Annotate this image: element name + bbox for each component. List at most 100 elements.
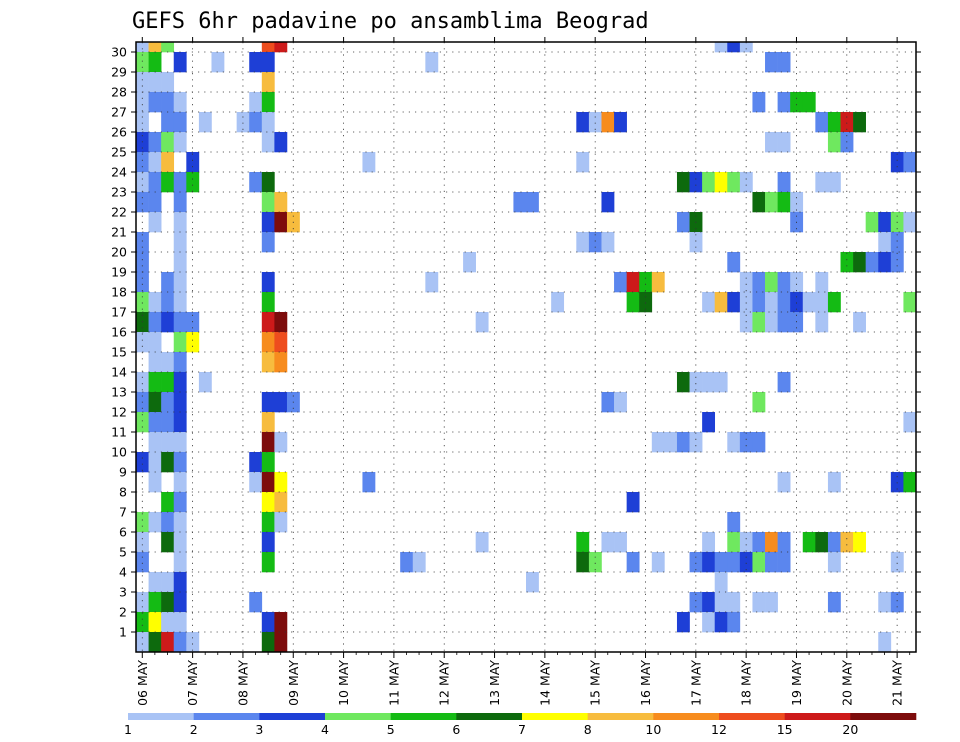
heatmap-cell <box>727 42 741 53</box>
heatmap-cell <box>136 552 149 573</box>
heatmap-cell <box>136 452 149 473</box>
heatmap-cell <box>161 292 175 313</box>
heatmap-cell <box>664 432 678 453</box>
heatmap-cell <box>853 252 866 273</box>
heatmap-cell <box>790 272 804 293</box>
y-tick-label: 23 <box>111 185 127 200</box>
heatmap-cell <box>702 532 716 553</box>
heatmap-cell <box>400 552 414 573</box>
heatmap-cell <box>249 452 263 473</box>
x-tick-label: 07 MAY <box>185 660 200 706</box>
heatmap-cell <box>148 332 162 353</box>
heatmap-cell <box>274 332 288 353</box>
heatmap-cell <box>148 352 162 373</box>
x-tick-label: 10 MAY <box>336 660 351 706</box>
heatmap-cell <box>727 432 741 453</box>
heatmap-cell <box>802 92 816 113</box>
heatmap-cell <box>752 552 766 573</box>
heatmap-cell <box>261 292 275 313</box>
y-tick-label: 25 <box>111 145 127 160</box>
heatmap-cell <box>689 172 703 193</box>
heatmap-cell <box>274 492 288 513</box>
heatmap-cell <box>702 292 716 313</box>
heatmap-cell <box>136 92 149 113</box>
heatmap-cell <box>173 272 187 293</box>
heatmap-cell <box>576 112 590 133</box>
colorbar-segment <box>850 713 917 720</box>
heatmap-cell <box>161 612 175 633</box>
heatmap-cell <box>161 412 175 433</box>
heatmap-cell <box>815 312 829 333</box>
heatmap-cell <box>161 172 175 193</box>
heatmap-cell <box>249 92 263 113</box>
y-axis: 1234567891011121314151617181920212223242… <box>111 45 921 640</box>
heatmap-cell <box>173 472 187 493</box>
heatmap-cell <box>739 172 753 193</box>
heatmap-cell <box>890 152 904 173</box>
heatmap-cell <box>752 392 766 413</box>
heatmap-cell <box>136 52 149 73</box>
colorbar-segment <box>587 713 654 720</box>
heatmap-cell <box>211 52 225 73</box>
heatmap-cell <box>173 612 187 633</box>
y-tick-label: 8 <box>119 485 127 500</box>
colorbar-segment <box>784 713 851 720</box>
heatmap-cell <box>752 532 766 553</box>
heatmap-cell <box>186 332 200 353</box>
heatmap-cell <box>261 132 275 153</box>
heatmap-cell <box>827 292 841 313</box>
heatmap-cell <box>148 512 162 533</box>
heatmap-cell <box>752 432 766 453</box>
heatmap-cell <box>714 372 728 393</box>
heatmap-cell <box>777 192 791 213</box>
heatmap-cell <box>274 42 288 53</box>
heatmap-cell <box>261 212 275 233</box>
heatmap-cell <box>739 272 753 293</box>
heatmap-cell <box>274 312 288 333</box>
colorbar-label: 12 <box>711 722 727 737</box>
heatmap-cell <box>249 52 263 73</box>
heatmap-cell <box>790 292 804 313</box>
y-tick-label: 16 <box>111 325 127 340</box>
x-axis: 06 MAY 07 MAY 08 MAY 09 MAY 10 MAY 11 MAY 12 M… <box>135 37 911 706</box>
heatmap-cell <box>173 592 187 613</box>
heatmap-cell <box>890 552 904 573</box>
heatmap-cell <box>626 552 640 573</box>
heatmap-cell <box>526 572 539 593</box>
heatmap-cell <box>173 132 187 153</box>
heatmap-cell <box>161 432 175 453</box>
heatmap-cell <box>249 172 263 193</box>
heatmap-cell <box>853 112 866 133</box>
colorbar-label: 10 <box>645 722 661 737</box>
heatmap-cell <box>173 252 187 273</box>
heatmap-cell <box>651 272 665 293</box>
heatmap-cell <box>173 372 187 393</box>
heatmap-cell <box>161 152 175 173</box>
heatmap-cell <box>714 612 728 633</box>
heatmap-cell <box>274 192 288 213</box>
heatmap-cell <box>173 492 187 513</box>
heatmap-cell <box>173 452 187 473</box>
heatmap-cell <box>136 192 149 213</box>
heatmap-cell <box>274 432 288 453</box>
colorbar-label: 4 <box>321 722 329 737</box>
heatmap-cell <box>777 272 791 293</box>
heatmap-cell <box>752 312 766 333</box>
x-tick-label: 16 MAY <box>638 660 653 706</box>
heatmap-cell <box>274 512 288 533</box>
colorbar-label: 7 <box>518 722 526 737</box>
heatmap-cell <box>827 592 841 613</box>
y-tick-label: 26 <box>111 125 127 140</box>
heatmap-cell <box>777 552 791 573</box>
heatmap-cell <box>136 592 149 613</box>
heatmap-cells <box>136 42 917 653</box>
heatmap-cell <box>777 52 791 73</box>
heatmap-cell <box>853 312 866 333</box>
heatmap-cell <box>739 532 753 553</box>
heatmap-cell <box>148 172 162 193</box>
heatmap-cell <box>702 552 716 573</box>
heatmap-cell <box>475 532 489 553</box>
heatmap-cell <box>739 292 753 313</box>
colorbar-label: 5 <box>387 722 395 737</box>
heatmap-cell <box>588 112 602 133</box>
